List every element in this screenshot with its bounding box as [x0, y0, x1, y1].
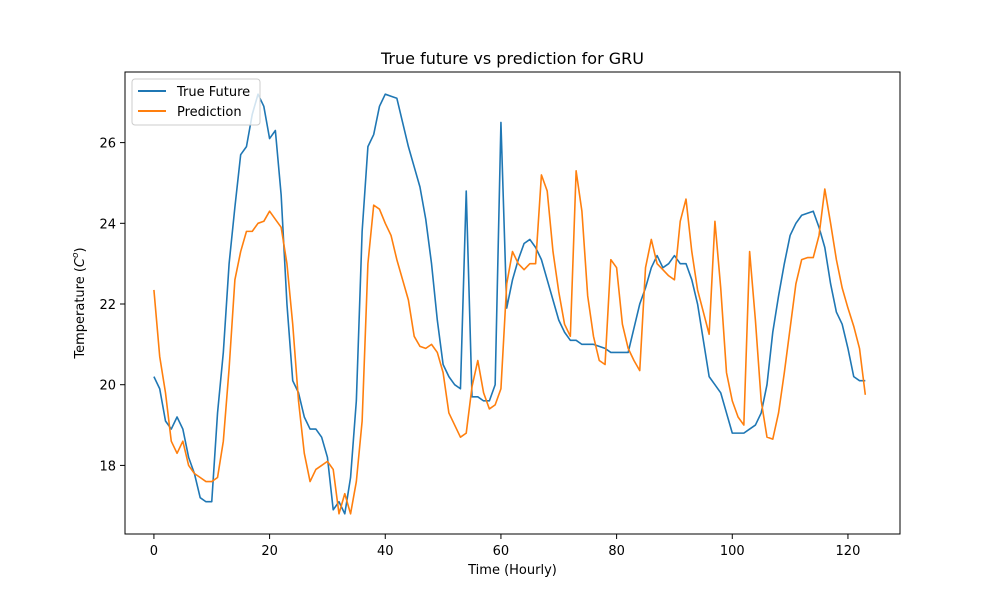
x-tick-label: 0	[150, 544, 158, 559]
y-axis-label-close: )	[73, 247, 88, 252]
x-tick-label: 100	[720, 544, 745, 559]
plot-frame	[124, 71, 901, 535]
series-lines	[153, 93, 867, 515]
y-axis-label-superscript: o	[71, 252, 81, 258]
chart-title: True future vs prediction for GRU	[380, 49, 644, 68]
y-tick-label: 22	[99, 298, 116, 313]
legend-label-true-future: True Future	[176, 85, 250, 100]
axis-ticks: 0 20 40 60 80 100 120 18 20 22 24 26	[99, 137, 860, 559]
y-axis-label-unit: C	[73, 257, 88, 267]
plot-area	[125, 72, 900, 534]
y-tick-label: 26	[99, 137, 116, 152]
y-tick-label: 24	[99, 217, 116, 232]
x-tick-label: 120	[836, 544, 861, 559]
y-tick-label: 18	[99, 459, 116, 474]
series-line-prediction	[153, 170, 867, 515]
x-tick-label: 40	[377, 544, 394, 559]
series-line-true-future	[153, 93, 866, 515]
legend: True Future Prediction	[131, 78, 261, 126]
legend-label-prediction: Prediction	[177, 105, 242, 120]
x-axis-label: Time (Hourly)	[467, 563, 557, 578]
x-tick-label: 60	[493, 544, 510, 559]
y-axis-label: Temperature (Co)	[71, 247, 88, 359]
y-tick-label: 20	[99, 379, 116, 394]
y-axis-label-text: Temperature (	[73, 267, 88, 360]
x-tick-label: 80	[608, 544, 625, 559]
x-tick-label: 20	[261, 544, 278, 559]
